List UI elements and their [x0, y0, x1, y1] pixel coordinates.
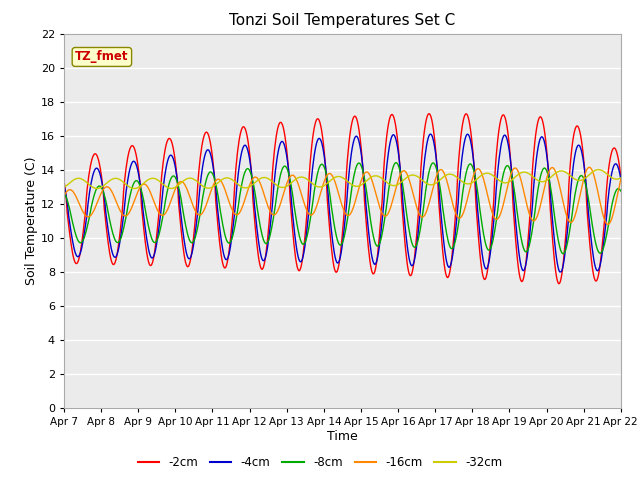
- Y-axis label: Soil Temperature (C): Soil Temperature (C): [25, 156, 38, 285]
- Legend: -2cm, -4cm, -8cm, -16cm, -32cm: -2cm, -4cm, -8cm, -16cm, -32cm: [133, 452, 507, 474]
- Text: TZ_fmet: TZ_fmet: [75, 50, 129, 63]
- X-axis label: Time: Time: [327, 430, 358, 443]
- Title: Tonzi Soil Temperatures Set C: Tonzi Soil Temperatures Set C: [229, 13, 456, 28]
